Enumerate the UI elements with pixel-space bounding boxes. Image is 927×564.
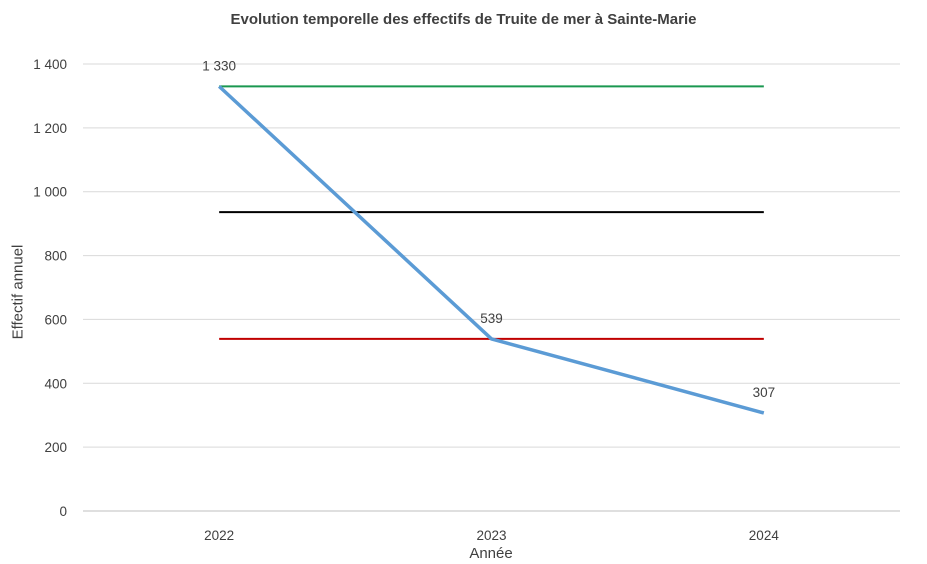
series-line-main <box>217 85 765 415</box>
x-tick-labels: 2022 2023 2024 <box>204 528 779 543</box>
y-tick-labels: 0 200 400 600 800 1 000 1 200 1 400 <box>33 57 67 519</box>
y-tick-label: 600 <box>44 312 67 327</box>
y-tick-label: 1 000 <box>33 185 67 200</box>
y-tick-label: 1 400 <box>33 57 67 72</box>
y-tick-label: 0 <box>59 504 67 519</box>
y-tick-label: 400 <box>44 376 67 391</box>
y-tick-label: 1 200 <box>33 121 67 136</box>
x-axis-title: Année <box>469 545 513 562</box>
gridlines <box>83 63 900 512</box>
data-label: 539 <box>480 311 503 326</box>
chart-title: Evolution temporelle des effectifs de Tr… <box>230 11 697 28</box>
y-tick-label: 200 <box>44 440 67 455</box>
data-label: 307 <box>753 385 776 400</box>
y-tick-label: 800 <box>44 249 67 264</box>
x-tick-label: 2023 <box>476 528 506 543</box>
x-tick-label: 2024 <box>749 528 780 543</box>
data-labels: 1 330 539 307 <box>202 58 775 400</box>
data-label: 1 330 <box>202 58 236 73</box>
series-lines <box>217 85 765 415</box>
x-tick-label: 2022 <box>204 528 234 543</box>
